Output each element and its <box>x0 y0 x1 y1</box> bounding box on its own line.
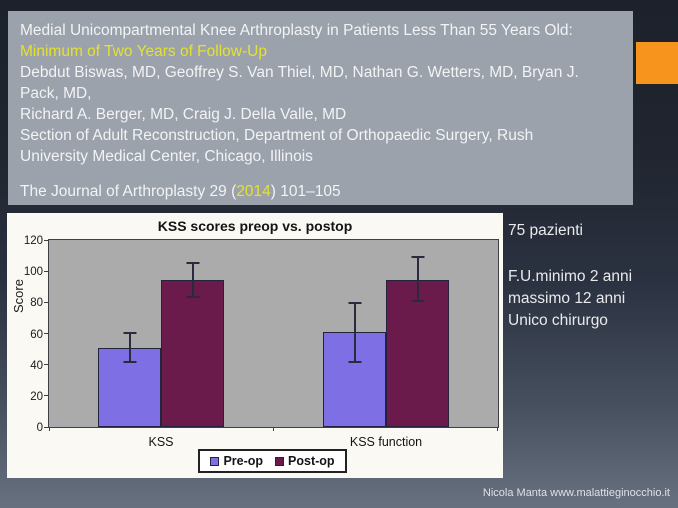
x-tick-mark <box>497 427 498 431</box>
y-tick-mark <box>44 301 48 303</box>
x-category-label: KSS function <box>349 435 423 449</box>
paper-title-line1: Medial Unicompartmental Knee Arthroplast… <box>20 22 573 39</box>
affiliation-line2: University Medical Center, Chicago, Illi… <box>20 148 313 165</box>
error-cap-bottom <box>123 361 136 364</box>
error-bar <box>348 302 361 364</box>
y-tick-mark <box>44 426 48 428</box>
journal-reference: The Journal of Arthroplasty 29 (2014) 10… <box>20 181 621 202</box>
bar-slot <box>161 240 224 427</box>
y-tick-mark <box>44 364 48 366</box>
legend-label: Pre-op <box>223 454 264 468</box>
bar-slot <box>386 240 449 427</box>
legend-box: Pre-op Post-op <box>198 449 347 473</box>
side-notes: 75 pazienti F.U.minimo 2 anni massimo 12… <box>508 220 673 332</box>
error-bar <box>123 331 136 364</box>
affiliation-line1: Section of Adult Reconstruction, Departm… <box>20 127 534 144</box>
y-tick-mark <box>44 239 48 241</box>
plot-area: 0 20 40 60 80 100 120 KSS KSS function <box>24 235 499 449</box>
journal-suffix: ) 101–105 <box>270 183 341 200</box>
note-followup-max: massimo 12 anni <box>508 290 626 307</box>
bar-slot <box>98 240 161 427</box>
note-surgeon: Unico chirurgo <box>508 312 608 329</box>
orange-accent-rect <box>636 42 678 84</box>
legend-item-post-op: Post-op <box>275 454 335 468</box>
y-tick-label: 80 <box>30 297 43 310</box>
error-cap-top <box>348 302 361 305</box>
error-cap-bottom <box>186 295 199 298</box>
legend-label: Post-op <box>288 454 335 468</box>
chart-title: KSS scores preop vs. postop <box>157 218 353 234</box>
journal-year: 2014 <box>236 183 271 200</box>
legend-item-pre-op: Pre-op <box>210 454 263 468</box>
y-tick-label: 0 <box>36 422 43 434</box>
y-tick-label: 40 <box>30 359 43 372</box>
paper-header: Medial Unicompartmental Knee Arthroplast… <box>8 11 633 205</box>
x-category-label: KSS <box>148 435 174 449</box>
note-followup-min: F.U.minimo 2 anni <box>508 268 633 285</box>
error-cap-bottom <box>411 300 424 303</box>
x-tick-mark <box>273 427 274 431</box>
y-tick-label: 100 <box>23 266 43 279</box>
bar-group <box>323 240 449 427</box>
x-tick-mark <box>49 427 50 431</box>
legend-swatch <box>275 456 285 466</box>
error-cap-top <box>411 255 424 258</box>
y-tick-mark <box>44 395 48 397</box>
legend: Pre-op Post-op <box>48 449 497 473</box>
note-patients: 75 pazienti <box>508 222 583 239</box>
bar-slot <box>323 240 386 427</box>
post-op-bar <box>386 279 449 427</box>
y-tick-label: 60 <box>30 328 43 341</box>
authors-line3: Richard A. Berger, MD, Craig J. Della Va… <box>20 106 347 123</box>
journal-prefix: The Journal of Arthroplasty 29 ( <box>20 183 237 200</box>
y-tick-label: 20 <box>30 390 43 403</box>
y-tick-mark <box>44 333 48 334</box>
error-bar <box>411 255 424 303</box>
y-tick-label: 120 <box>23 235 43 247</box>
error-cap-top <box>186 261 199 264</box>
legend-swatch <box>210 456 220 466</box>
kss-chart: KSS scores preop vs. postop Score 0 20 40 6… <box>7 213 503 478</box>
error-cap-top <box>123 331 136 334</box>
y-tick-mark <box>44 270 48 272</box>
paper-title-line2: Minimum of Two Years of Follow-Up <box>20 43 267 60</box>
bar-group <box>98 240 224 427</box>
error-bar <box>186 261 199 298</box>
credit-text: Nicola Manta www.malattieginocchio.it <box>482 487 670 499</box>
authors-line1: Debdut Biswas, MD, Geoffrey S. Van Thiel… <box>20 64 579 81</box>
post-op-bar <box>161 279 224 427</box>
error-cap-bottom <box>348 361 361 364</box>
authors-line2: Pack, MD, <box>20 85 92 102</box>
